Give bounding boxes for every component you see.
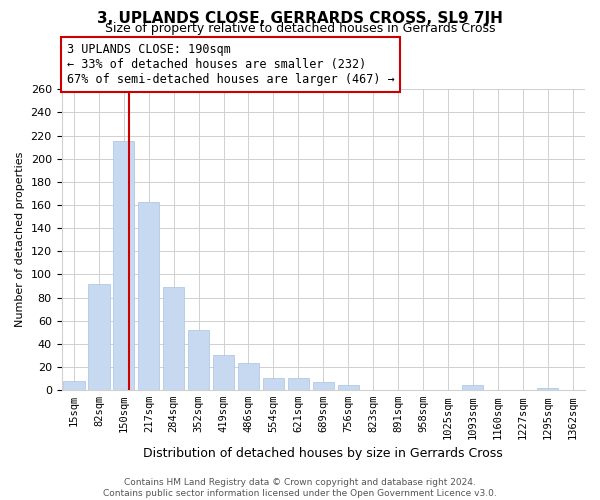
Bar — [263, 378, 284, 390]
Text: 3 UPLANDS CLOSE: 190sqm
← 33% of detached houses are smaller (232)
67% of semi-d: 3 UPLANDS CLOSE: 190sqm ← 33% of detache… — [67, 44, 395, 86]
Bar — [537, 388, 558, 390]
Bar — [288, 378, 309, 390]
Bar — [64, 381, 85, 390]
Bar — [188, 330, 209, 390]
Bar — [338, 386, 359, 390]
Text: 3, UPLANDS CLOSE, GERRARDS CROSS, SL9 7JH: 3, UPLANDS CLOSE, GERRARDS CROSS, SL9 7J… — [97, 11, 503, 26]
Bar — [138, 202, 160, 390]
Bar — [88, 284, 110, 390]
Bar — [163, 287, 184, 390]
Bar — [462, 386, 484, 390]
Text: Contains HM Land Registry data © Crown copyright and database right 2024.
Contai: Contains HM Land Registry data © Crown c… — [103, 478, 497, 498]
Y-axis label: Number of detached properties: Number of detached properties — [15, 152, 25, 328]
Bar — [213, 356, 234, 390]
X-axis label: Distribution of detached houses by size in Gerrards Cross: Distribution of detached houses by size … — [143, 447, 503, 460]
Bar — [113, 142, 134, 390]
Text: Size of property relative to detached houses in Gerrards Cross: Size of property relative to detached ho… — [105, 22, 495, 35]
Bar — [238, 364, 259, 390]
Bar — [313, 382, 334, 390]
